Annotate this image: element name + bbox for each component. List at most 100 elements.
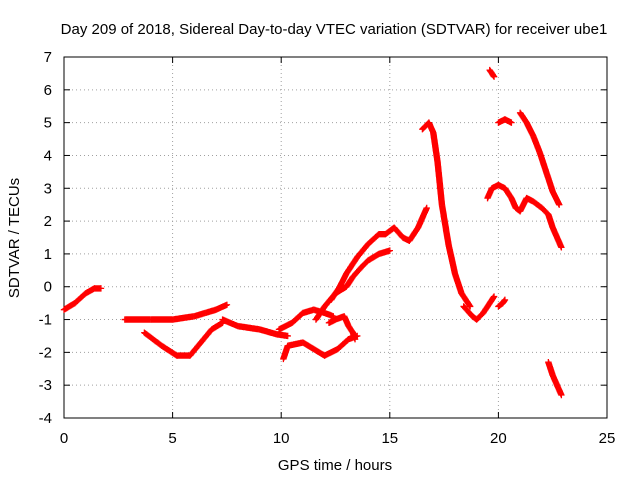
data-point-run bbox=[539, 205, 551, 217]
series-seg6 bbox=[280, 332, 361, 363]
data-point-run bbox=[159, 343, 180, 359]
data-point-run bbox=[187, 340, 204, 358]
data-point-run bbox=[415, 205, 430, 230]
data-point-run bbox=[280, 343, 291, 361]
data-point bbox=[466, 303, 474, 310]
data-point-run bbox=[61, 300, 78, 313]
x-tick-label: 0 bbox=[60, 430, 68, 447]
data-point-run bbox=[365, 251, 382, 264]
data-point-run bbox=[354, 241, 371, 260]
data-point-run bbox=[550, 189, 562, 207]
data-point-run bbox=[458, 291, 473, 309]
x-tick-label: 25 bbox=[599, 430, 616, 447]
y-tick-label: 2 bbox=[44, 213, 52, 230]
data-point bbox=[558, 391, 565, 399]
series-seg7 bbox=[325, 313, 359, 343]
data-point-run bbox=[543, 169, 556, 194]
data-point-run bbox=[335, 336, 351, 352]
series-seg12 bbox=[495, 296, 509, 310]
series-seg2 bbox=[121, 301, 231, 323]
y-tick-label: 6 bbox=[44, 82, 52, 99]
series-seg10 bbox=[419, 119, 474, 310]
data-point-run bbox=[391, 225, 406, 240]
data-point-run bbox=[300, 339, 316, 352]
x-tick-labels: 0 5 10 15 20 25 bbox=[60, 430, 616, 447]
data-point bbox=[223, 301, 231, 308]
data-point-run bbox=[517, 195, 530, 214]
data-point bbox=[490, 73, 498, 80]
y-tick-label: 5 bbox=[44, 115, 52, 132]
data-point-run bbox=[337, 271, 350, 289]
data-point-run bbox=[170, 313, 197, 323]
data-point-run bbox=[343, 274, 356, 289]
data-point-run bbox=[313, 304, 328, 322]
data-marks bbox=[60, 66, 565, 399]
data-point-run bbox=[289, 310, 306, 326]
series-seg9 bbox=[327, 204, 430, 304]
data-point-run bbox=[496, 300, 506, 309]
data-point-run bbox=[445, 242, 458, 276]
data-point-run bbox=[536, 150, 549, 174]
data-point bbox=[490, 293, 498, 300]
data-point-run bbox=[406, 225, 421, 243]
data-point bbox=[351, 336, 359, 343]
data-point bbox=[97, 285, 105, 292]
data-point-run bbox=[220, 316, 240, 329]
data-point-run bbox=[350, 264, 364, 280]
series-seg4 bbox=[219, 316, 291, 340]
series-seg16 bbox=[516, 109, 563, 208]
data-point bbox=[423, 204, 430, 212]
y-tick-label: -1 bbox=[39, 312, 52, 329]
data-point-run bbox=[487, 67, 497, 79]
data-point-run bbox=[461, 304, 475, 319]
data-point-run bbox=[523, 120, 536, 138]
y-tick-label: 3 bbox=[44, 180, 52, 197]
data-point bbox=[284, 332, 291, 340]
y-tick-label: 4 bbox=[44, 147, 52, 164]
x-axis-label: GPS time / hours bbox=[278, 457, 392, 474]
data-point-run bbox=[545, 212, 556, 230]
data-point bbox=[556, 201, 563, 208]
data-point-run bbox=[72, 290, 89, 306]
data-point-run bbox=[530, 198, 545, 211]
x-tick-label: 15 bbox=[381, 430, 398, 447]
data-point-run bbox=[343, 255, 360, 276]
y-tick-label: 0 bbox=[44, 279, 52, 296]
data-point bbox=[508, 119, 515, 126]
y-tick-label: 7 bbox=[44, 49, 52, 66]
data-point-run bbox=[365, 231, 382, 247]
axis-ticks bbox=[63, 56, 608, 419]
data-point-run bbox=[142, 330, 164, 349]
y-tick-labels: -4 -3 -2 -1 0 1 2 3 4 5 6 7 bbox=[39, 49, 52, 427]
data-point-run bbox=[500, 297, 508, 306]
data-point-run bbox=[235, 323, 262, 333]
series-seg14 bbox=[495, 116, 515, 126]
data-point-run bbox=[276, 320, 295, 333]
data-point-run bbox=[452, 271, 465, 296]
x-tick-label: 10 bbox=[273, 430, 290, 447]
data-point-run bbox=[322, 346, 340, 359]
data-point-run bbox=[198, 327, 215, 345]
x-tick-label: 20 bbox=[490, 430, 507, 447]
series-seg11 bbox=[460, 293, 498, 323]
data-point-run bbox=[474, 310, 486, 322]
data-point-run bbox=[545, 360, 556, 378]
data-point-run bbox=[438, 202, 452, 247]
data-point-run bbox=[257, 326, 279, 338]
y-tick-label: -2 bbox=[39, 344, 52, 361]
data-point-run bbox=[434, 160, 445, 207]
grid bbox=[64, 57, 607, 418]
data-point-run bbox=[328, 284, 343, 303]
data-point bbox=[386, 247, 393, 254]
series-seg3 bbox=[141, 319, 226, 359]
x-tick-label: 5 bbox=[168, 430, 176, 447]
series-seg17 bbox=[545, 359, 565, 399]
data-point-run bbox=[430, 130, 441, 164]
data-point-run bbox=[530, 133, 543, 155]
plot-frame bbox=[63, 56, 608, 419]
y-tick-label: -3 bbox=[39, 377, 52, 394]
y-tick-label: 1 bbox=[44, 246, 52, 263]
data-point-run bbox=[487, 294, 497, 306]
data-point bbox=[501, 296, 509, 304]
